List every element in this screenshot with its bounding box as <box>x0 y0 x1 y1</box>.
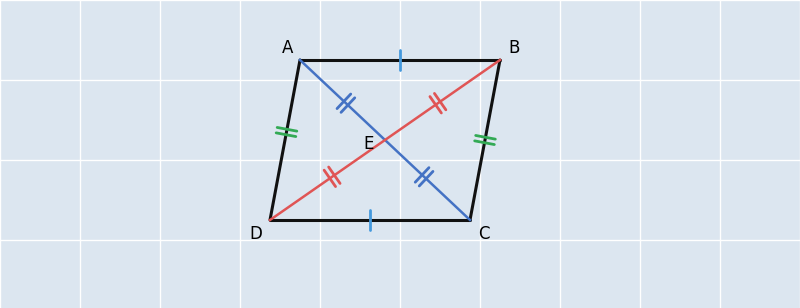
Text: B: B <box>508 39 520 57</box>
Text: D: D <box>250 225 262 243</box>
Text: E: E <box>364 135 374 153</box>
Text: A: A <box>282 39 294 57</box>
Text: C: C <box>478 225 490 243</box>
